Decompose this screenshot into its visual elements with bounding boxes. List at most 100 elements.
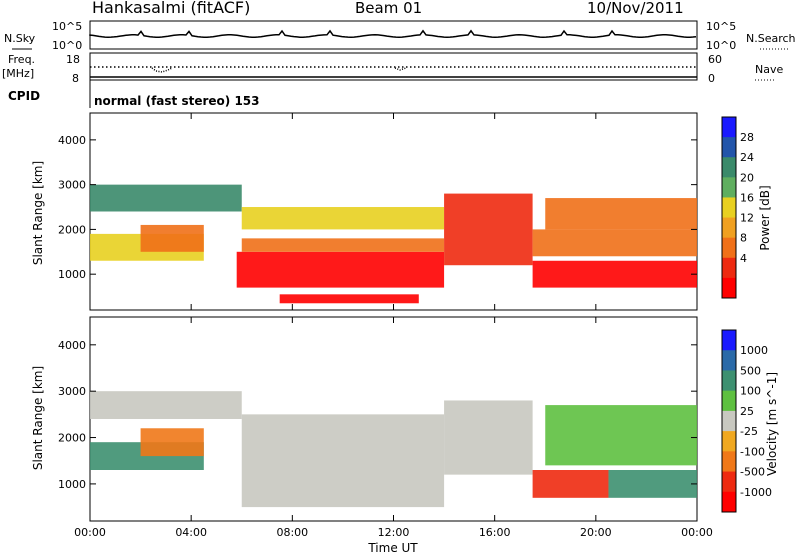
y-tick-label: 1000 bbox=[58, 478, 86, 491]
colorbar-swatch bbox=[722, 410, 736, 432]
colorbar-tick-label: 8 bbox=[740, 232, 747, 245]
colorbar-tick-label: -100 bbox=[740, 445, 765, 458]
y-tick-label: 2000 bbox=[58, 223, 86, 236]
nave-tick-0: 0 bbox=[708, 72, 715, 85]
colorbar-tick-label: 16 bbox=[740, 191, 754, 204]
nsearch-label: N.Search bbox=[746, 32, 796, 45]
velocity-region-7 bbox=[545, 405, 697, 466]
nave-dip-1 bbox=[151, 67, 173, 73]
power-colorbar-label: Power [dB] bbox=[758, 185, 772, 250]
freq-label-line2: [MHz] bbox=[2, 67, 34, 80]
velocity-y-axis: 1000 2000 3000 4000 bbox=[58, 339, 697, 491]
x-tick-label: 16:00 bbox=[479, 526, 511, 539]
frequency-strip: Freq. [MHz] 18 8 60 0 Nave bbox=[2, 52, 783, 85]
colorbar-tick-label: 24 bbox=[740, 151, 754, 164]
colorbar-tick-label: -25 bbox=[740, 425, 758, 438]
noise-strip: N.Sky N.Search 10^5 10^0 10^5 10^0 bbox=[4, 20, 796, 52]
colorbar-swatch bbox=[722, 237, 736, 259]
power-region-7 bbox=[444, 193, 533, 266]
nave-tick-60: 60 bbox=[708, 53, 722, 66]
power-region-9 bbox=[532, 229, 697, 257]
colorbar-frame bbox=[721, 116, 737, 299]
colorbar-tick-label: 25 bbox=[740, 405, 754, 418]
colorbar-swatch bbox=[722, 451, 736, 473]
cpid-text: normal (fast stereo) 153 bbox=[94, 94, 260, 108]
colorbar-swatch bbox=[722, 257, 736, 279]
velocity-region-4 bbox=[444, 400, 533, 475]
power-scatter bbox=[90, 184, 697, 304]
nsky-label: N.Sky bbox=[4, 32, 36, 45]
colorbar-tick-label: 4 bbox=[740, 252, 747, 265]
x-tick-label: 20:00 bbox=[580, 526, 612, 539]
y-tick-label: 1000 bbox=[58, 268, 86, 281]
power-y-label: Slant Range [km] bbox=[31, 161, 45, 265]
beam-title: Beam 01 bbox=[355, 0, 422, 17]
power-y-axis: 1000 2000 3000 4000 bbox=[58, 134, 697, 281]
colorbar-swatch bbox=[722, 277, 736, 299]
power-region-5 bbox=[241, 207, 445, 230]
velocity-colorbar: 1000 500 100 25 -25 -100 -500 -1000 bbox=[721, 329, 772, 513]
cpid-row: CPID normal (fast stereo) 153 bbox=[8, 80, 260, 108]
cpid-label: CPID bbox=[8, 89, 40, 103]
colorbar-swatch bbox=[722, 471, 736, 493]
colorbar-tick-label: 28 bbox=[740, 131, 754, 144]
power-region-0 bbox=[90, 184, 242, 212]
colorbar-swatch bbox=[722, 370, 736, 392]
velocity-region-6 bbox=[608, 470, 697, 498]
noise-trace bbox=[89, 29, 697, 38]
y-tick-label: 4000 bbox=[58, 339, 86, 352]
power-region-10 bbox=[545, 198, 697, 230]
colorbar-tick-label: -1000 bbox=[740, 486, 772, 499]
colorbar-tick-label: 500 bbox=[740, 364, 761, 377]
freq-label-line1: Freq. bbox=[8, 53, 35, 66]
colorbar-swatch bbox=[722, 390, 736, 412]
colorbar-swatch bbox=[722, 431, 736, 452]
colorbar-swatch bbox=[722, 217, 736, 239]
date-title: 10/Nov/2011 bbox=[587, 0, 684, 17]
velocity-region-2 bbox=[140, 428, 204, 457]
power-region-6 bbox=[279, 294, 419, 304]
freq-tick-18: 18 bbox=[66, 53, 80, 66]
velocity-region-0 bbox=[90, 391, 242, 419]
velocity-y-label: Slant Range [km] bbox=[31, 366, 45, 470]
colorbar-tick-label: 12 bbox=[740, 212, 754, 225]
colorbar-tick-label: 100 bbox=[740, 385, 761, 398]
colorbar-frame bbox=[721, 329, 737, 513]
colorbar-tick-label: -500 bbox=[740, 466, 765, 479]
x-tick-label: 08:00 bbox=[276, 526, 308, 539]
freq-tick-8: 8 bbox=[72, 72, 79, 85]
colorbar-swatch bbox=[722, 157, 736, 178]
colorbar-swatch bbox=[722, 350, 736, 371]
nave-dip-2 bbox=[394, 67, 407, 71]
power-region-4 bbox=[241, 238, 445, 252]
colorbar-tick-label: 1000 bbox=[740, 344, 768, 357]
noise-scale-bottom-right: 10^0 bbox=[706, 39, 736, 52]
power-region-2 bbox=[140, 224, 204, 252]
y-tick-label: 3000 bbox=[58, 385, 86, 398]
colorbar-swatch bbox=[722, 137, 736, 158]
y-tick-label: 2000 bbox=[58, 432, 86, 445]
x-tick-label: 12:00 bbox=[378, 526, 410, 539]
colorbar-swatch bbox=[722, 197, 736, 219]
colorbar-swatch bbox=[722, 491, 736, 513]
power-panel: 1000 2000 3000 4000 Slant Range [km] bbox=[31, 112, 698, 311]
x-tick-label: 00:00 bbox=[681, 526, 713, 539]
time-axis: 00:00 04:00 08:00 12:00 16:00 20:00 00:00 bbox=[74, 113, 713, 539]
time-axis-label: Time UT bbox=[367, 541, 418, 554]
velocity-colorbar-label: Velocity [m s^-1] bbox=[765, 372, 779, 476]
x-tick-label: 04:00 bbox=[175, 526, 207, 539]
noise-scale-top-left: 10^5 bbox=[52, 20, 82, 33]
y-tick-label: 4000 bbox=[58, 134, 86, 147]
power-region-3 bbox=[236, 251, 445, 288]
velocity-region-5 bbox=[532, 470, 609, 498]
velocity-region-3 bbox=[241, 414, 445, 508]
noise-scale-top-right: 10^5 bbox=[706, 20, 736, 33]
nave-label: Nave bbox=[755, 63, 783, 76]
velocity-scatter bbox=[90, 391, 697, 508]
colorbar-swatch bbox=[722, 177, 736, 198]
frequency-strip-frame bbox=[89, 52, 698, 81]
power-colorbar: 28 24 20 16 12 8 4 bbox=[721, 116, 754, 299]
velocity-panel: 1000 2000 3000 4000 Slant Range [km] bbox=[31, 316, 698, 522]
station-title: Hankasalmi (fitACF) bbox=[92, 0, 250, 17]
